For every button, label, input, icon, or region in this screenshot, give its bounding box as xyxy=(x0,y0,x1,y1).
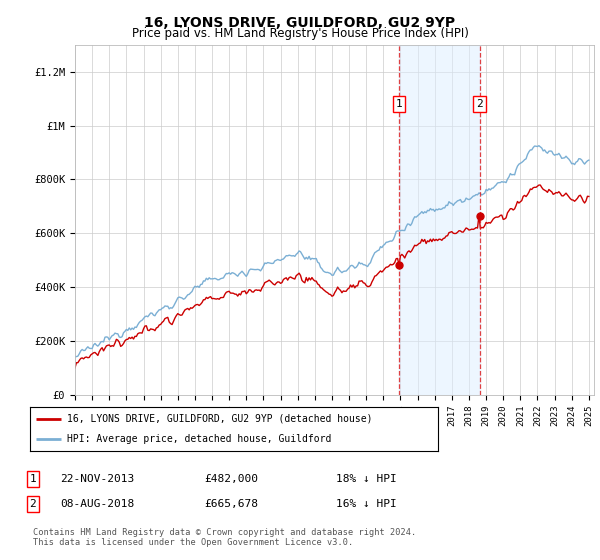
Text: Contains HM Land Registry data © Crown copyright and database right 2024.
This d: Contains HM Land Registry data © Crown c… xyxy=(33,528,416,548)
Text: 1: 1 xyxy=(395,99,402,109)
Bar xyxy=(399,45,479,395)
Text: £482,000: £482,000 xyxy=(204,474,258,484)
Text: 08-AUG-2018: 08-AUG-2018 xyxy=(60,499,134,509)
Text: £665,678: £665,678 xyxy=(204,499,258,509)
Text: 16% ↓ HPI: 16% ↓ HPI xyxy=(336,499,397,509)
Text: 18% ↓ HPI: 18% ↓ HPI xyxy=(336,474,397,484)
Text: 2: 2 xyxy=(29,499,37,509)
Text: 2: 2 xyxy=(476,99,483,109)
Text: 16, LYONS DRIVE, GUILDFORD, GU2 9YP: 16, LYONS DRIVE, GUILDFORD, GU2 9YP xyxy=(145,16,455,30)
Text: 16, LYONS DRIVE, GUILDFORD, GU2 9YP (detached house): 16, LYONS DRIVE, GUILDFORD, GU2 9YP (det… xyxy=(67,414,372,424)
Text: 1: 1 xyxy=(29,474,37,484)
Text: HPI: Average price, detached house, Guildford: HPI: Average price, detached house, Guil… xyxy=(67,434,331,444)
Text: 22-NOV-2013: 22-NOV-2013 xyxy=(60,474,134,484)
Text: Price paid vs. HM Land Registry's House Price Index (HPI): Price paid vs. HM Land Registry's House … xyxy=(131,27,469,40)
